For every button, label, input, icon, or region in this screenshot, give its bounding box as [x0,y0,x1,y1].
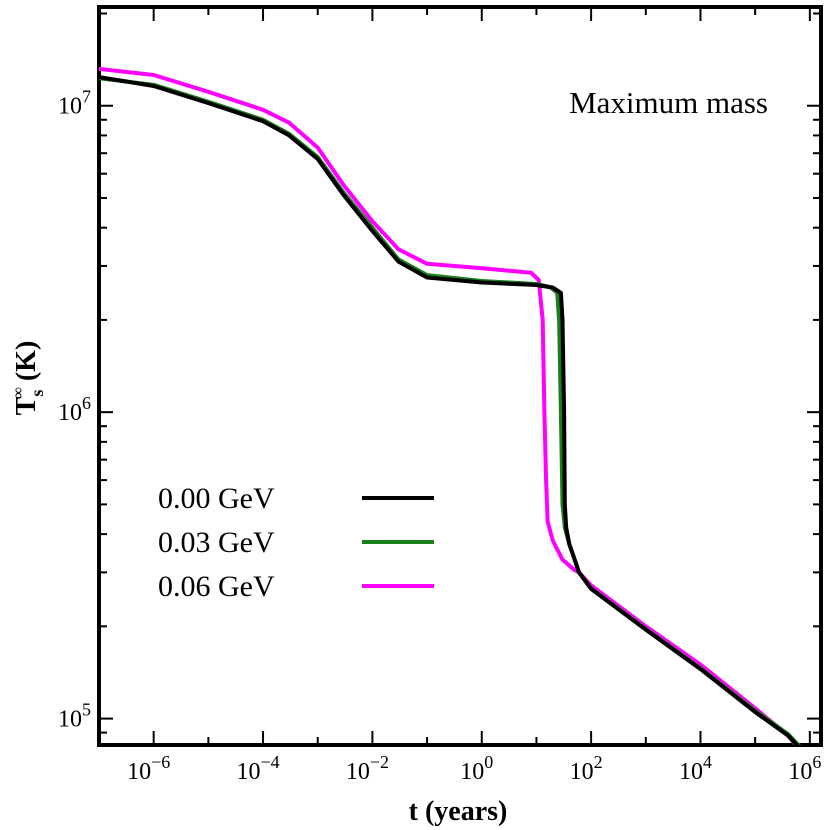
plot-frame [97,5,823,747]
x-tick-label: 10−2 [346,752,389,785]
y-axis-title-superscript: ∞ [10,387,27,398]
y-axis-title-unit: (K) [11,341,42,381]
legend-label: 0.00 GeV [158,482,275,515]
series-line-0 [99,75,800,745]
x-axis-title: t (years) [409,796,508,827]
legend-label: 0.06 GeV [158,570,275,603]
series-line-2 [99,66,799,745]
y-tick-label: 106 [58,393,91,426]
y-tick-label: 105 [58,700,91,733]
x-tick-label: 10−4 [236,752,279,785]
legend-label: 0.03 GeV [158,526,275,559]
series-layer [99,66,801,745]
legend: 0.00 GeV 0.03 GeV 0.06 GeV [158,482,434,603]
x-tick-label: 106 [788,752,821,785]
y-axis-title: Ts∞ (K) [10,341,47,416]
x-tick-label: 10−6 [127,752,170,785]
series-line-1 [99,76,801,745]
y-axis-ticks: 105 106 107 [58,12,821,734]
y-axis-title-subscript: s [27,390,47,397]
y-tick-label: 107 [58,87,91,120]
x-axis-ticks: 10−6 10−4 10−2 100 102 104 106 [98,7,821,785]
annotation-label: Maximum mass [569,85,768,120]
y-axis-title-main: T [11,396,42,415]
x-tick-label: 100 [460,752,493,785]
x-tick-label: 104 [679,752,712,785]
x-tick-label: 102 [570,752,603,785]
